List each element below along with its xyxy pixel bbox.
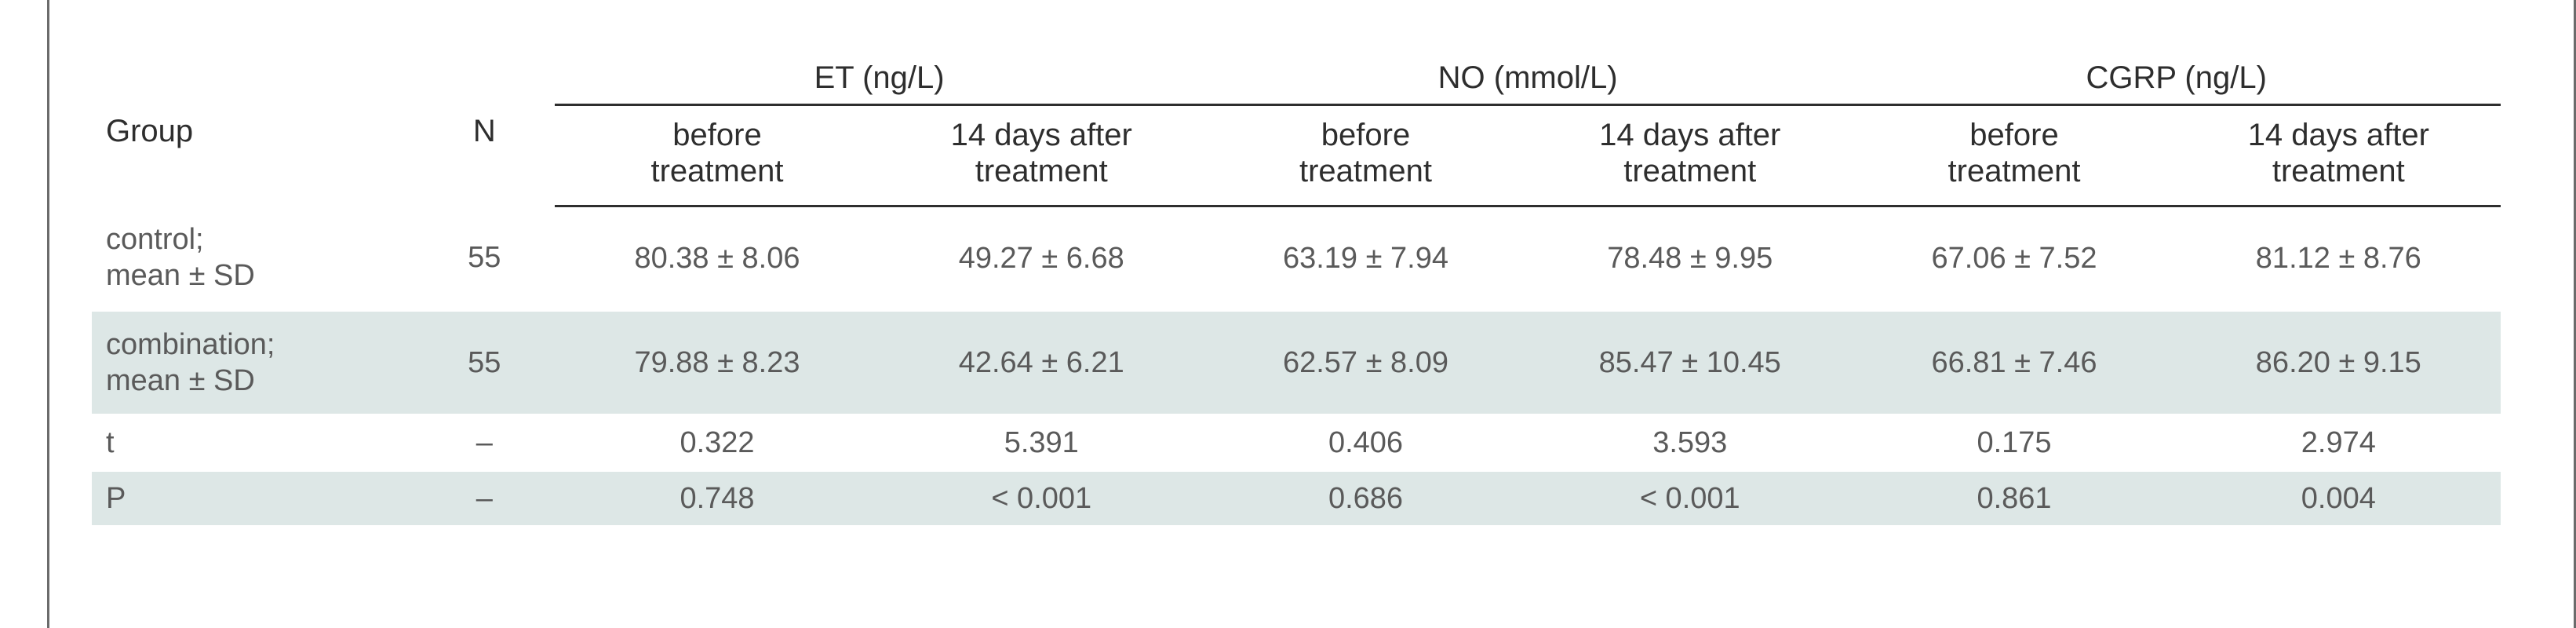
frame-left-border (47, 0, 49, 628)
column-group-cgrp-label: CGRP (ng/L) (2086, 60, 2267, 95)
row-group-line: mean ± SD (106, 364, 255, 397)
subheader-line: 14 days after (1599, 118, 1781, 152)
subheader-line: treatment (650, 154, 784, 188)
cell-no-after: 3.593 (1528, 414, 1853, 471)
cell-et-before: 0.748 (555, 469, 880, 525)
subheader-line: treatment (1947, 154, 2081, 188)
subheader-no-before: before treatment (1203, 104, 1528, 207)
subheader-line: treatment (1623, 154, 1757, 188)
cell-et-before: 79.88 ± 8.23 (555, 309, 880, 415)
subheader-line: 14 days after (950, 118, 1132, 152)
column-header-group: Group (92, 57, 414, 206)
subheader-line: before (672, 118, 762, 152)
cell-et-after: 5.391 (879, 414, 1204, 471)
row-n: – (414, 469, 556, 525)
row-group-label: t (92, 414, 414, 471)
cell-cgrp-before: 0.861 (1852, 469, 2177, 525)
subheader-line: treatment (975, 154, 1108, 188)
cell-cgrp-before: 67.06 ± 7.52 (1931, 242, 2097, 275)
cell-no-after: < 0.001 (1528, 469, 1853, 525)
cell-et-after: < 0.001 (879, 469, 1204, 525)
cell-no-after: 85.47 ± 10.45 (1528, 309, 1853, 415)
cell-et-after: 49.27 ± 6.68 (958, 242, 1124, 275)
cell-no-before: 0.406 (1203, 414, 1528, 471)
subheader-cgrp-after: 14 days after treatment (2176, 104, 2501, 207)
cell-no-before: 0.686 (1203, 469, 1528, 525)
cell-cgrp-after: 2.974 (2176, 414, 2501, 471)
subheader-no-after: 14 days after treatment (1528, 104, 1853, 207)
cell-no-before: 63.19 ± 7.94 (1282, 242, 1448, 275)
row-n: 55 (414, 309, 556, 415)
row-n: 55 (468, 241, 501, 275)
cell-et-after: 42.64 ± 6.21 (879, 309, 1204, 415)
cell-et-before: 0.322 (555, 414, 880, 471)
subheader-et-before: before treatment (555, 104, 880, 207)
cell-cgrp-after: 0.004 (2176, 469, 2501, 525)
row-group-line: control; (106, 223, 204, 257)
column-group-no-label: NO (mmol/L) (1437, 60, 1618, 95)
table-row-t: t – 0.322 5.391 0.406 3.593 0.175 2.974 (92, 414, 2501, 471)
column-group-no: NO (mmol/L) (1203, 57, 1853, 106)
cell-cgrp-before: 0.175 (1852, 414, 2177, 471)
row-group-line: mean ± SD (106, 259, 255, 293)
cell-no-after: 78.48 ± 9.95 (1607, 242, 1773, 275)
subheader-cgrp-before: before treatment (1852, 104, 2177, 207)
subheader-line: 14 days after (2247, 118, 2429, 152)
header-row-subheaders: before treatment 14 days after treatment… (92, 104, 2501, 207)
row-n: – (414, 414, 556, 471)
column-group-et: ET (ng/L) (555, 57, 1204, 106)
subheader-line: before (1321, 118, 1411, 152)
column-group-cgrp: CGRP (ng/L) (1852, 57, 2501, 106)
subheader-line: before (1969, 118, 2059, 152)
subheader-et-after: 14 days after treatment (879, 104, 1204, 207)
row-group-label: combination; mean ± SD (92, 309, 414, 415)
column-group-et-label: ET (ng/L) (814, 60, 945, 95)
row-group-line: combination; (106, 328, 275, 361)
cell-cgrp-before: 66.81 ± 7.46 (1852, 309, 2177, 415)
subheader-line: treatment (2272, 154, 2405, 188)
frame-right-border (2574, 0, 2576, 628)
column-header-n-label: N (472, 114, 496, 149)
table-row-p: P – 0.748 < 0.001 0.686 < 0.001 0.861 0.… (92, 469, 2501, 525)
column-header-group-label: Group (106, 114, 194, 149)
cell-cgrp-after: 86.20 ± 9.15 (2176, 309, 2501, 415)
results-table: Group N ET (ng/L) NO (mmol/L) CGRP (ng/L… (92, 57, 2501, 525)
subheader-line: treatment (1299, 154, 1432, 188)
header-row-groups: Group N ET (ng/L) NO (mmol/L) CGRP (ng/L… (92, 57, 2501, 148)
cell-et-before: 80.38 ± 8.06 (634, 242, 800, 275)
cell-no-before: 62.57 ± 8.09 (1203, 309, 1528, 415)
table-row-control: control; mean ± SD 55 80.38 ± 8.06 49.27… (92, 206, 2501, 311)
row-group-label: control; mean ± SD (92, 206, 414, 311)
table-row-combination: combination; mean ± SD 55 79.88 ± 8.23 4… (92, 309, 2501, 415)
row-group-label: P (92, 469, 414, 525)
cell-cgrp-after: 81.12 ± 8.76 (2255, 242, 2421, 275)
column-header-n: N (414, 57, 555, 206)
